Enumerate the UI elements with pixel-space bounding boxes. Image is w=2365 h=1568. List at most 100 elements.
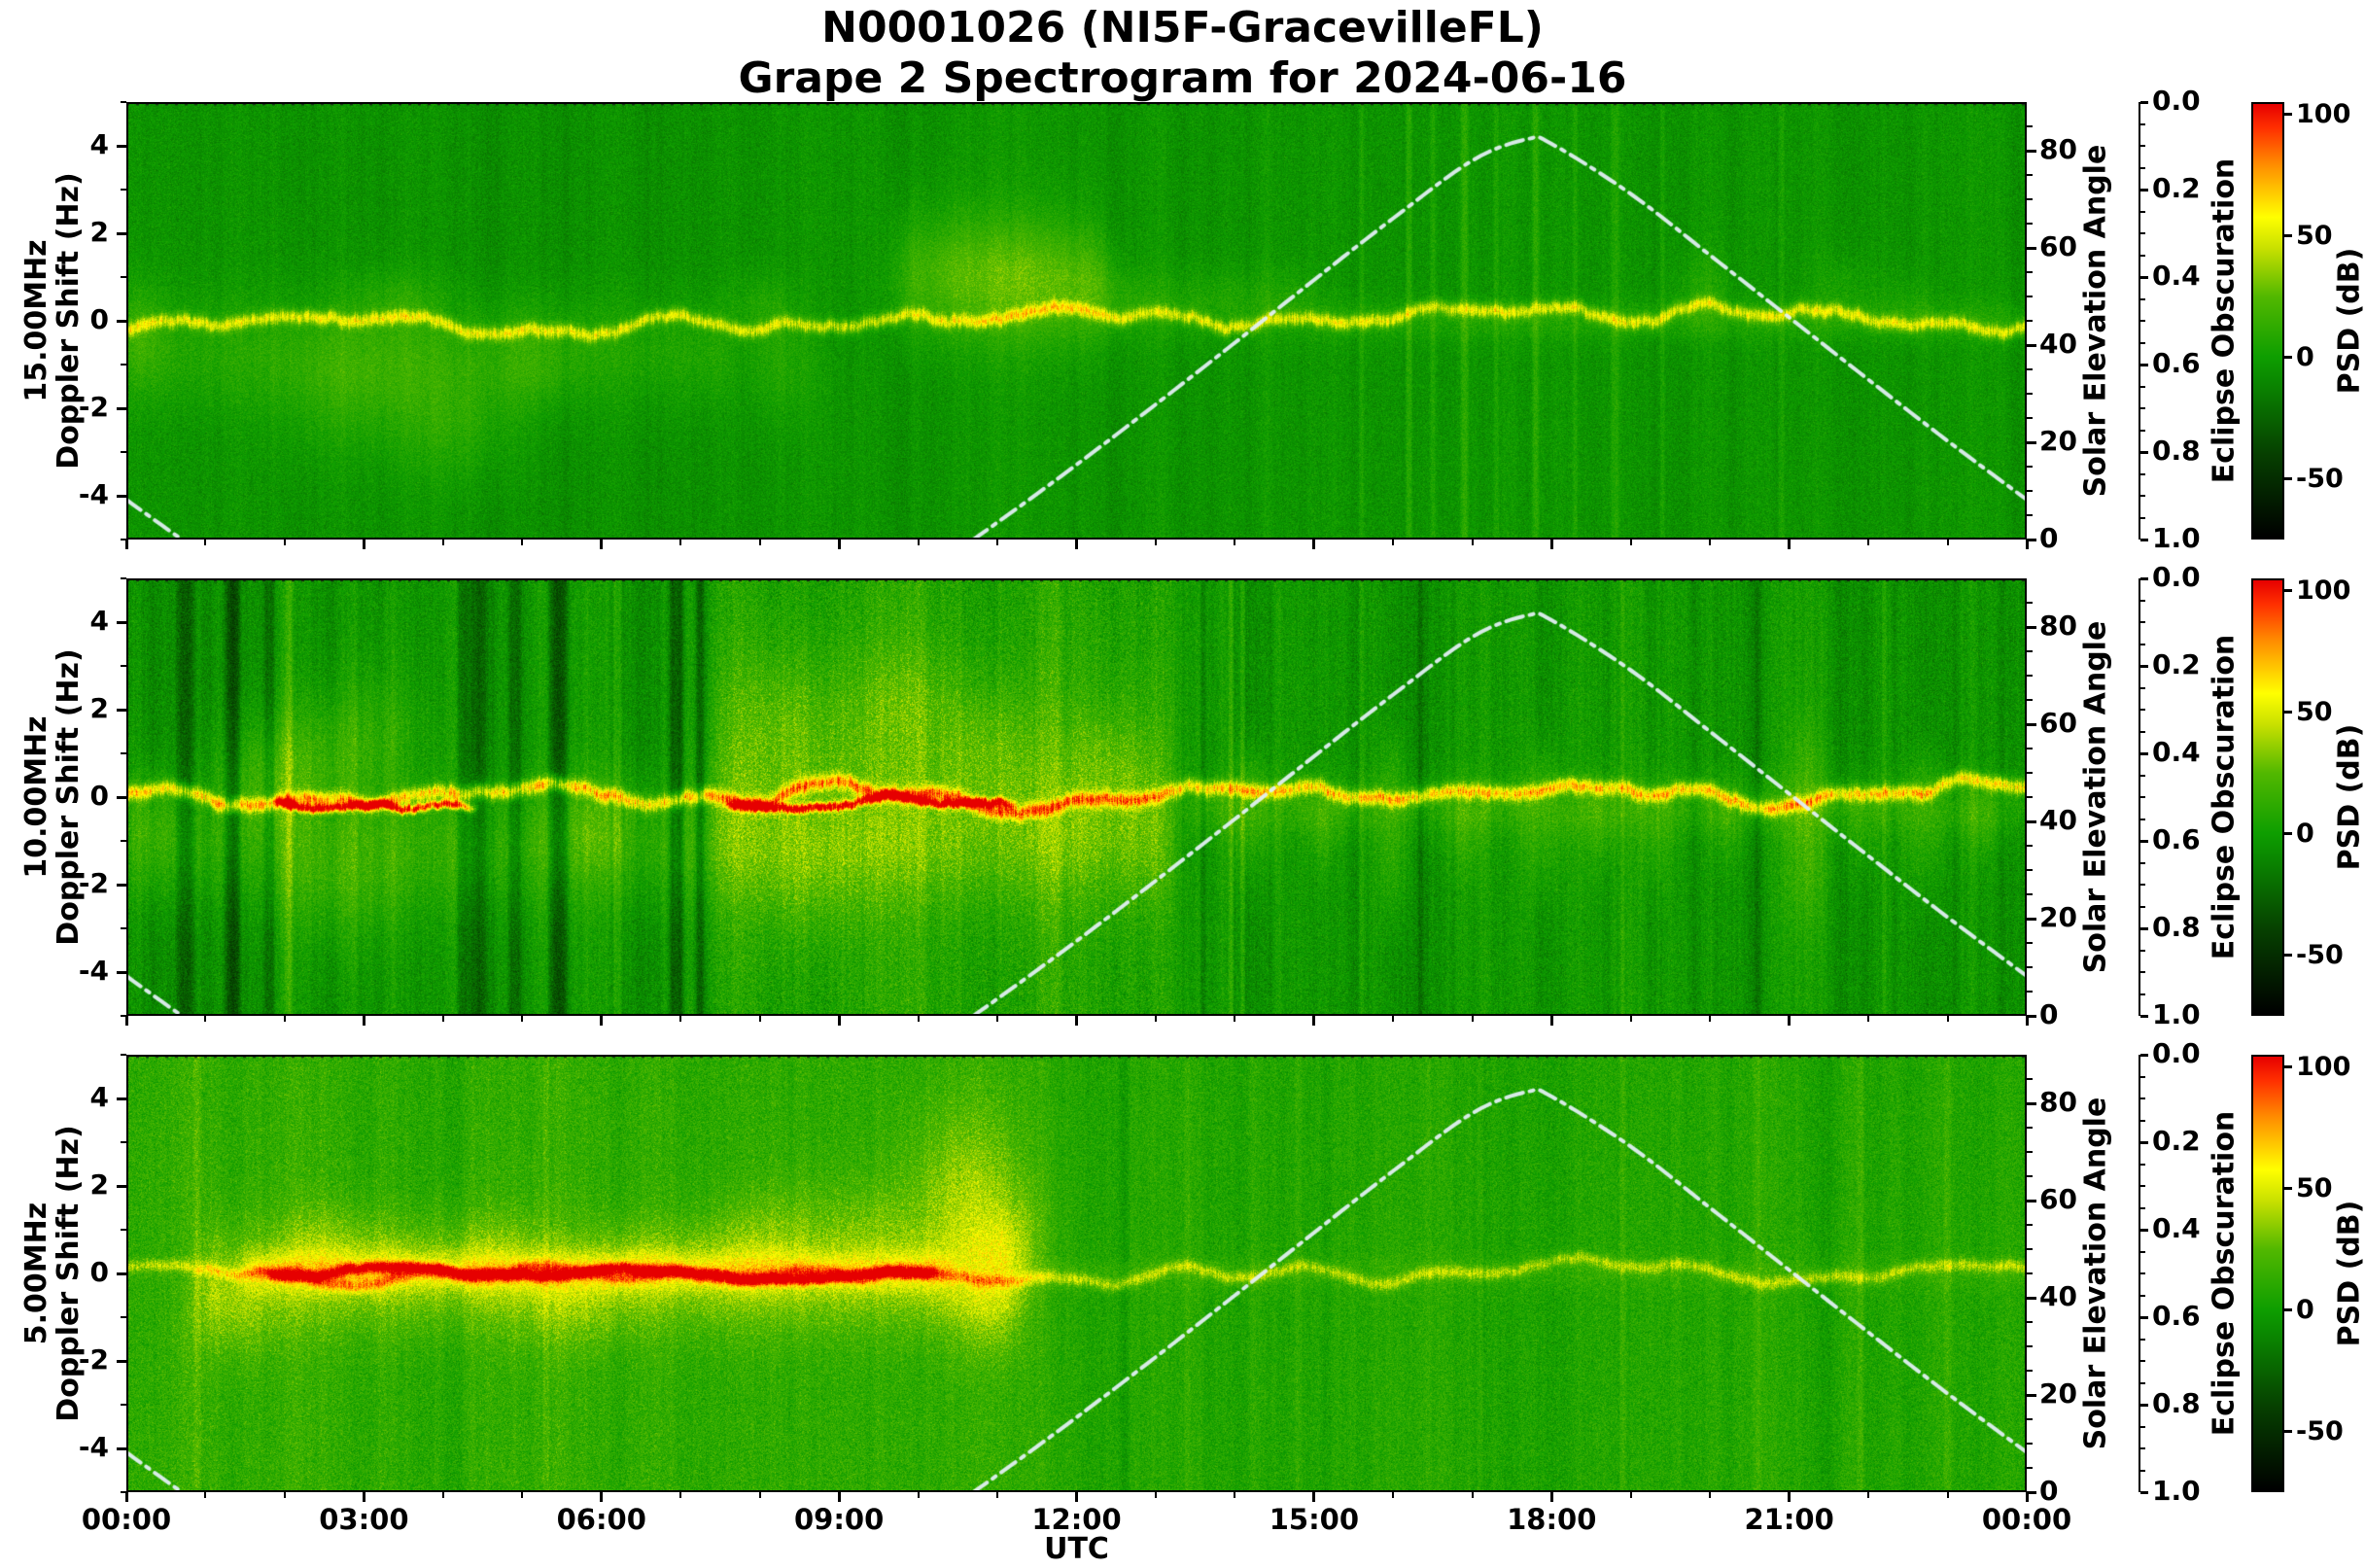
eclipse-tick-label: 0.8 <box>2152 435 2201 467</box>
y-tick-label: -2 <box>78 391 109 423</box>
x-tick <box>1075 1016 1078 1026</box>
y-tick <box>117 1446 126 1450</box>
x-tick-label: 12:00 <box>1031 1503 1122 1536</box>
y-minor-tick <box>121 1054 126 1056</box>
x-minor-tick <box>1946 1492 1949 1498</box>
x-minor-tick <box>1234 1492 1236 1498</box>
x-tick <box>1312 1016 1316 1026</box>
x-minor-tick <box>1392 1492 1395 1498</box>
x-minor-tick <box>1471 1492 1474 1498</box>
solar-minor-tick <box>2027 466 2033 468</box>
solar-minor-tick <box>2027 1272 2033 1274</box>
eclipse-axis-label: Eclipse Obscuration <box>2207 634 2242 960</box>
x-minor-tick <box>758 1492 761 1498</box>
eclipse-tick <box>2140 538 2148 541</box>
eclipse-minor-tick <box>2140 1294 2145 1297</box>
solar-tick-label: 20 <box>2039 425 2077 457</box>
x-tick-label: 03:00 <box>319 1503 409 1536</box>
solar-minor-tick <box>2027 490 2033 492</box>
solar-tick-label: 40 <box>2039 328 2077 360</box>
solar-tick <box>2027 1490 2036 1494</box>
y-tick-label: 2 <box>89 692 109 724</box>
spectrogram-canvas-5mhz <box>126 1055 2027 1492</box>
y-minor-tick <box>121 1491 126 1493</box>
solar-elevation-label: Solar Elevation Angle <box>2078 144 2113 498</box>
solar-minor-tick <box>2027 869 2033 871</box>
x-tick <box>837 1492 841 1502</box>
x-minor-tick <box>441 1492 444 1498</box>
eclipse-minor-tick <box>2140 1381 2145 1384</box>
eclipse-tick-label: 1.0 <box>2152 522 2201 554</box>
x-minor-tick <box>1629 1016 1632 1022</box>
x-tick-label: 09:00 <box>793 1503 885 1536</box>
eclipse-tick-label: 0.8 <box>2152 911 2201 943</box>
solar-minor-tick <box>2027 1151 2033 1153</box>
psd-tick <box>2284 1065 2292 1068</box>
eclipse-minor-tick <box>2140 621 2145 623</box>
solar-minor-tick <box>2027 1224 2033 1226</box>
x-tick <box>2025 540 2029 549</box>
solar-tick <box>2027 722 2036 726</box>
solar-minor-tick <box>2027 1418 2033 1420</box>
eclipse-axis-label: Eclipse Obscuration <box>2207 157 2242 484</box>
x-tick <box>600 1016 604 1026</box>
y-tick <box>117 406 126 410</box>
psd-tick <box>2284 1308 2292 1311</box>
x-tick <box>600 540 604 549</box>
y-minor-tick <box>121 539 126 540</box>
eclipse-tick <box>2140 363 2148 366</box>
eclipse-minor-tick <box>2140 407 2145 409</box>
eclipse-minor-tick <box>2140 122 2145 125</box>
eclipse-spine <box>2139 102 2140 540</box>
solar-minor-tick <box>2027 320 2033 322</box>
eclipse-minor-tick <box>2140 709 2145 711</box>
eclipse-tick <box>2140 1014 2148 1018</box>
x-minor-tick <box>204 1016 207 1022</box>
solar-minor-tick <box>2027 174 2033 176</box>
eclipse-tick <box>2140 450 2148 454</box>
eclipse-minor-tick <box>2140 643 2145 645</box>
psd-tick <box>2284 1187 2292 1190</box>
eclipse-minor-tick <box>2140 861 2145 864</box>
eclipse-tick-label: 0.6 <box>2152 1300 2201 1332</box>
x-tick <box>1788 540 1791 549</box>
solar-minor-tick <box>2027 1345 2033 1347</box>
x-tick <box>1312 540 1316 549</box>
eclipse-tick-label: 1.0 <box>2152 1475 2201 1507</box>
x-tick <box>362 540 365 549</box>
psd-tick-label: 0 <box>2296 341 2314 372</box>
x-minor-tick <box>1471 540 1474 545</box>
eclipse-minor-tick <box>2140 1098 2145 1099</box>
x-minor-tick <box>758 540 761 545</box>
x-minor-tick <box>1234 540 1236 545</box>
eclipse-tick <box>2140 926 2148 930</box>
figure-title-line1: N0001026 (NI5F-GracevilleFL) <box>821 3 1544 52</box>
eclipse-minor-tick <box>2140 1206 2145 1209</box>
ylabel-doppler: Doppler Shift (Hz) <box>52 172 86 470</box>
y-minor-tick <box>121 101 126 103</box>
psd-tick <box>2284 356 2292 359</box>
eclipse-minor-tick <box>2140 210 2145 213</box>
ylabel-frequency: 10.00MHz <box>19 715 53 879</box>
solar-tick-label: 80 <box>2039 133 2077 165</box>
solar-minor-tick <box>2027 1127 2033 1129</box>
eclipse-minor-tick <box>2140 993 2145 995</box>
x-tick-label: 18:00 <box>1507 1503 1597 1536</box>
x-minor-tick <box>283 1492 286 1498</box>
solar-tick <box>2027 246 2036 250</box>
eclipse-minor-tick <box>2140 385 2145 388</box>
eclipse-minor-tick <box>2140 472 2145 475</box>
solar-minor-tick <box>2027 296 2033 297</box>
ylabel: 5.00MHz Doppler Shift (Hz) <box>19 1125 86 1421</box>
eclipse-minor-tick <box>2140 686 2145 689</box>
x-minor-tick <box>1629 1492 1632 1498</box>
y-minor-tick <box>121 752 126 754</box>
y-tick <box>117 494 126 498</box>
solar-tick <box>2027 1101 2036 1105</box>
eclipse-minor-tick <box>2140 884 2145 886</box>
x-tick-label: 00:00 <box>1981 1503 2072 1536</box>
solar-minor-tick <box>2027 1443 2033 1445</box>
solar-tick-label: 60 <box>2039 1183 2077 1215</box>
x-minor-tick <box>283 540 286 545</box>
eclipse-tick <box>2140 1403 2148 1407</box>
